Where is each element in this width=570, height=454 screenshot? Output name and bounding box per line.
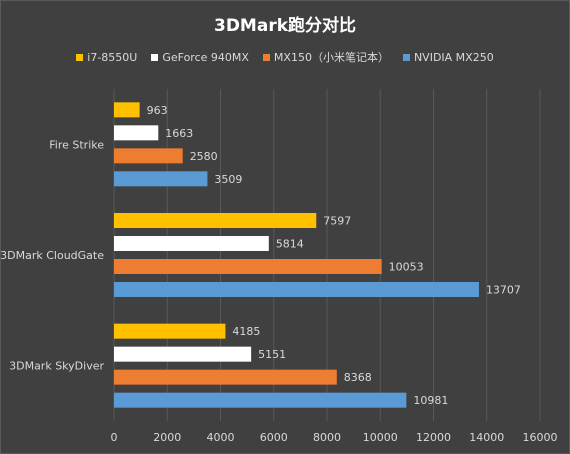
bar xyxy=(114,236,269,251)
data-label: 8368 xyxy=(344,371,372,384)
legend-item: NVIDIA MX250 xyxy=(402,49,494,65)
bar xyxy=(114,259,382,274)
legend-item: GeForce 940MX xyxy=(151,49,249,65)
chart-legend: i7-8550U GeForce 940MX MX150（小米笔记本） NVIDIA … xyxy=(0,49,570,65)
data-label: 5814 xyxy=(276,238,304,251)
data-label: 1663 xyxy=(165,127,193,140)
bar xyxy=(114,282,479,297)
legend-swatch xyxy=(262,53,270,61)
legend-label: GeForce 940MX xyxy=(162,50,249,64)
legend-item: MX150（小米笔记本） xyxy=(262,49,389,65)
x-tick-label: 6000 xyxy=(260,431,288,444)
category-label: Fire Strike xyxy=(49,138,104,151)
data-label: 10053 xyxy=(389,261,424,274)
data-label: 2580 xyxy=(190,150,218,163)
bar xyxy=(114,392,407,408)
bar xyxy=(114,171,208,187)
legend-swatch xyxy=(402,53,410,61)
x-tick-label: 0 xyxy=(111,431,118,444)
x-tick-label: 10000 xyxy=(363,431,398,444)
legend-swatch xyxy=(76,53,84,61)
bar xyxy=(114,323,226,339)
x-tick-label: 4000 xyxy=(207,431,235,444)
legend-label: MX150（小米笔记本） xyxy=(273,51,389,64)
bar xyxy=(114,125,159,141)
data-label: 3509 xyxy=(214,173,242,186)
bar xyxy=(114,369,337,385)
data-label: 7597 xyxy=(323,215,351,228)
bar xyxy=(114,102,140,118)
bar xyxy=(114,346,252,362)
x-tick-label: 8000 xyxy=(313,431,341,444)
x-tick-label: 12000 xyxy=(416,431,451,444)
category-label: 3DMark SkyDiver xyxy=(9,360,104,373)
data-label: 963 xyxy=(147,104,168,117)
chart-title: 3DMark跑分对比 xyxy=(213,16,357,36)
data-label: 13707 xyxy=(486,284,521,297)
data-label: 5151 xyxy=(258,348,286,361)
bar xyxy=(114,148,183,164)
bar xyxy=(114,213,317,228)
x-tick-label: 14000 xyxy=(469,431,504,444)
legend-swatch xyxy=(151,53,159,61)
x-tick-label: 16000 xyxy=(523,431,558,444)
legend-item: i7-8550U xyxy=(76,49,137,65)
legend-label: i7-8550U xyxy=(87,50,138,64)
x-tick-label: 2000 xyxy=(153,431,181,444)
category-label: 3DMark CloudGate xyxy=(0,249,104,262)
legend-label: NVIDIA MX250 xyxy=(413,50,494,64)
data-label: 10981 xyxy=(413,394,448,407)
data-label: 4185 xyxy=(232,325,260,338)
